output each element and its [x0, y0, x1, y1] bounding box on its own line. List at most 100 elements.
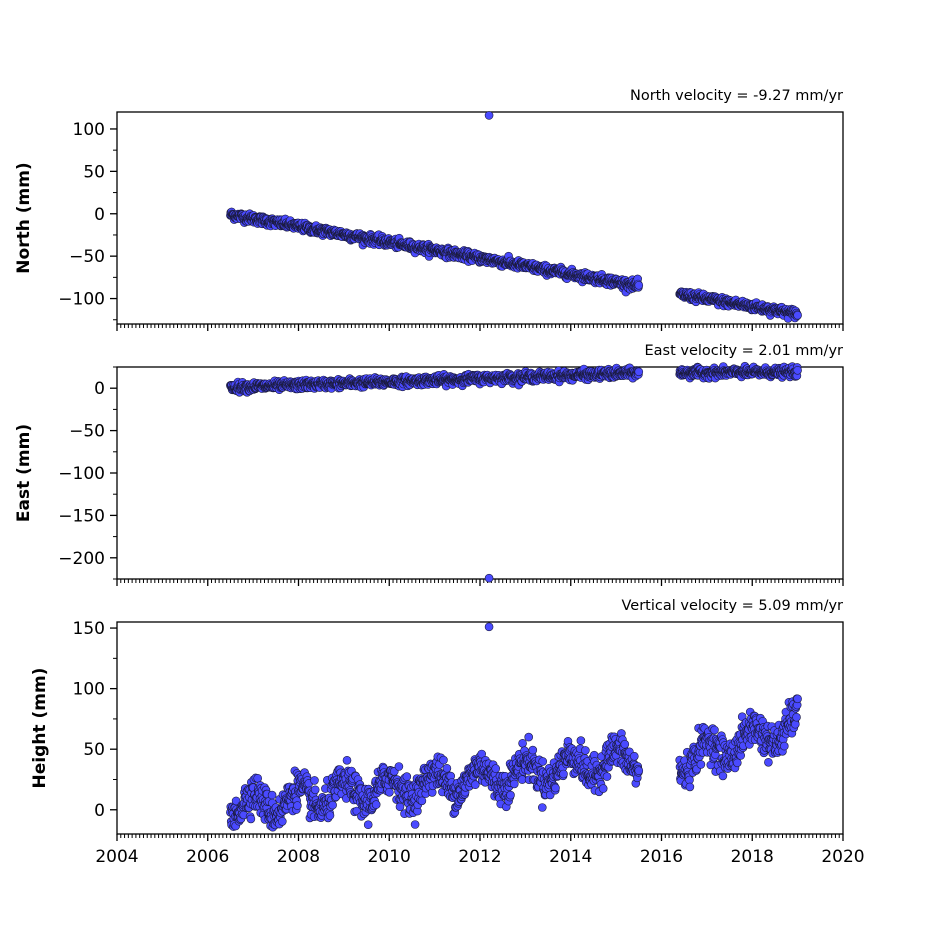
y-tick-label: 50	[83, 740, 105, 760]
data-point	[310, 776, 319, 785]
x-tick-label: 2020	[821, 847, 864, 867]
north-plot-frame	[116, 111, 844, 325]
outlier-point	[484, 111, 494, 120]
data-point	[620, 739, 630, 749]
data-point	[395, 802, 405, 812]
y-tick-label: 0	[94, 379, 105, 399]
north-velocity-title: North velocity = -9.27 mm/yr	[630, 88, 843, 104]
data-point	[793, 365, 802, 375]
y-tick-label: −150	[58, 506, 105, 526]
data-point	[537, 803, 547, 812]
data-point	[342, 755, 352, 765]
east-y-axis-label: East (mm)	[14, 424, 34, 522]
data-point	[793, 310, 802, 320]
data-point	[779, 741, 789, 751]
data-point	[394, 762, 404, 771]
data-point	[506, 790, 515, 800]
data-point	[634, 367, 644, 377]
data-point	[371, 800, 381, 809]
data-point	[792, 712, 801, 722]
data-point	[696, 760, 706, 769]
height-velocity-title: Vertical velocity = 5.09 mm/yr	[622, 598, 844, 614]
data-point	[410, 820, 420, 829]
x-tick-label: 2008	[277, 847, 320, 867]
data-point	[402, 772, 412, 781]
data-point	[439, 755, 448, 765]
data-point	[710, 725, 719, 735]
data-point	[231, 796, 241, 806]
data-point	[718, 771, 728, 781]
data-point	[793, 694, 802, 704]
y-tick-label: 150	[73, 619, 105, 639]
y-tick-label: −200	[58, 549, 105, 569]
data-point	[790, 719, 800, 729]
east-panel: East velocity = 2.01 mm/yr East (mm) −20…	[14, 343, 844, 586]
y-tick-label: 0	[94, 801, 105, 821]
x-tick-label: 2010	[368, 847, 411, 867]
height-x-ticks: 2004 2006 2008 2010 2012 2014 2016 2018 2020	[95, 834, 865, 867]
data-point	[246, 814, 256, 824]
north-y-ticks: −100 −50 0 50 100	[58, 120, 117, 321]
y-tick-label: −100	[58, 290, 105, 310]
east-plot-frame	[116, 366, 844, 580]
data-point	[685, 782, 695, 792]
data-point	[518, 738, 527, 748]
east-y-ticks: −200 −150 −100 −50 0	[58, 366, 117, 580]
y-tick-label: −100	[58, 464, 105, 484]
data-point	[528, 745, 538, 755]
data-point	[581, 746, 590, 755]
data-point	[385, 787, 394, 797]
east-points	[226, 361, 802, 583]
y-tick-label: −50	[69, 247, 105, 267]
x-tick-label: 2014	[549, 847, 592, 867]
data-point	[267, 790, 277, 800]
data-point	[764, 757, 773, 767]
data-point	[442, 763, 452, 773]
x-tick-label: 2018	[731, 847, 774, 867]
data-point	[551, 783, 560, 793]
data-point	[598, 784, 608, 793]
outlier-point	[484, 622, 494, 632]
data-point	[634, 280, 644, 290]
data-point	[538, 757, 548, 766]
y-tick-label: 100	[73, 120, 105, 140]
data-point	[328, 800, 337, 810]
y-tick-label: 50	[83, 162, 105, 182]
y-tick-label: 100	[73, 680, 105, 700]
x-tick-label: 2012	[458, 847, 501, 867]
data-point	[363, 820, 373, 830]
data-point	[524, 732, 534, 742]
east-x-ticks	[116, 579, 844, 586]
east-velocity-title: East velocity = 2.01 mm/yr	[644, 343, 843, 359]
data-point	[293, 801, 302, 810]
north-x-ticks	[116, 324, 844, 331]
y-tick-label: 0	[94, 205, 105, 225]
data-point	[253, 773, 263, 783]
north-y-axis-label: North (mm)	[14, 162, 34, 273]
data-point	[325, 811, 335, 820]
north-points	[226, 111, 802, 323]
data-point	[629, 751, 639, 761]
data-point	[634, 766, 644, 776]
data-point	[602, 772, 612, 781]
data-point	[732, 758, 742, 768]
x-tick-label: 2006	[186, 847, 229, 867]
x-tick-label: 2016	[640, 847, 683, 867]
data-point	[491, 764, 501, 773]
data-point	[559, 769, 568, 779]
outlier-point	[484, 573, 494, 583]
y-tick-label: −50	[69, 422, 105, 442]
x-tick-label: 2004	[95, 847, 138, 867]
data-point	[576, 736, 586, 745]
height-y-ticks: 0 50 100 150	[73, 619, 117, 821]
height-points	[226, 622, 802, 832]
north-panel: North velocity = -9.27 mm/yr North (mm) …	[14, 88, 844, 331]
data-point	[277, 817, 287, 826]
data-point	[417, 796, 427, 806]
height-panel: Vertical velocity = 5.09 mm/yr Height (m…	[30, 598, 865, 867]
data-point	[310, 785, 320, 795]
height-plot-frame	[116, 621, 844, 835]
height-y-axis-label: Height (mm)	[30, 668, 50, 789]
data-point	[509, 779, 519, 789]
